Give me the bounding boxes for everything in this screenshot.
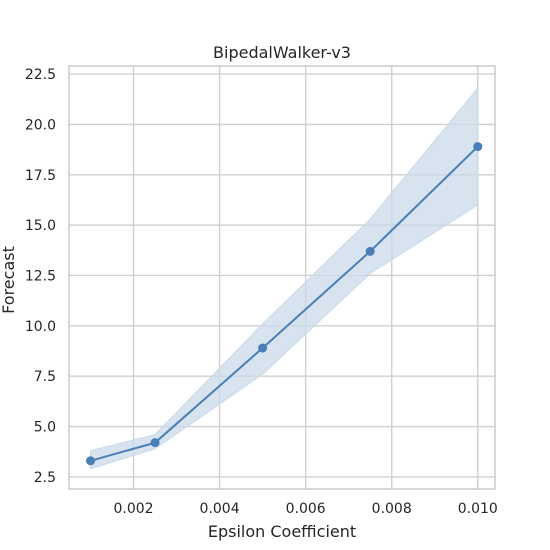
plot-frame (68, 65, 496, 490)
y-tick-label: 22.5 (25, 67, 56, 83)
data-point (473, 142, 483, 152)
confidence-band-layer (90, 86, 479, 470)
data-point (258, 343, 268, 353)
y-tick-label: 7.5 (34, 369, 56, 385)
x-tick-label: 0.002 (113, 501, 153, 517)
data-point-layer (86, 142, 483, 466)
x-axis-label: Epsilon Coefficient (208, 522, 356, 541)
x-tick-label: 0.006 (286, 501, 326, 517)
y-axis-label: Forecast (0, 246, 18, 314)
x-tick-label: 0.008 (372, 501, 412, 517)
data-point (150, 438, 160, 448)
y-tick-label: 10.0 (25, 319, 56, 335)
y-tick-labels: 2.5 5.0 7.5 10.0 12.5 15.0 17.5 20.0 22.5 (25, 67, 56, 486)
y-tick-label: 15.0 (25, 218, 56, 234)
x-tick-label: 0.004 (200, 501, 240, 517)
chart-title: BipedalWalker-v3 (213, 43, 351, 62)
y-tick-label: 20.0 (25, 117, 56, 133)
confidence-band (90, 86, 479, 470)
x-tick-labels: 0.002 0.004 0.006 0.008 0.010 (113, 501, 497, 517)
y-tick-label: 5.0 (34, 420, 56, 436)
data-point (365, 246, 375, 256)
y-tick-label: 12.5 (25, 268, 56, 284)
y-tick-label: 17.5 (25, 168, 56, 184)
data-point (86, 456, 96, 466)
y-tick-label: 2.5 (34, 470, 56, 486)
x-tick-label: 0.010 (458, 501, 498, 517)
